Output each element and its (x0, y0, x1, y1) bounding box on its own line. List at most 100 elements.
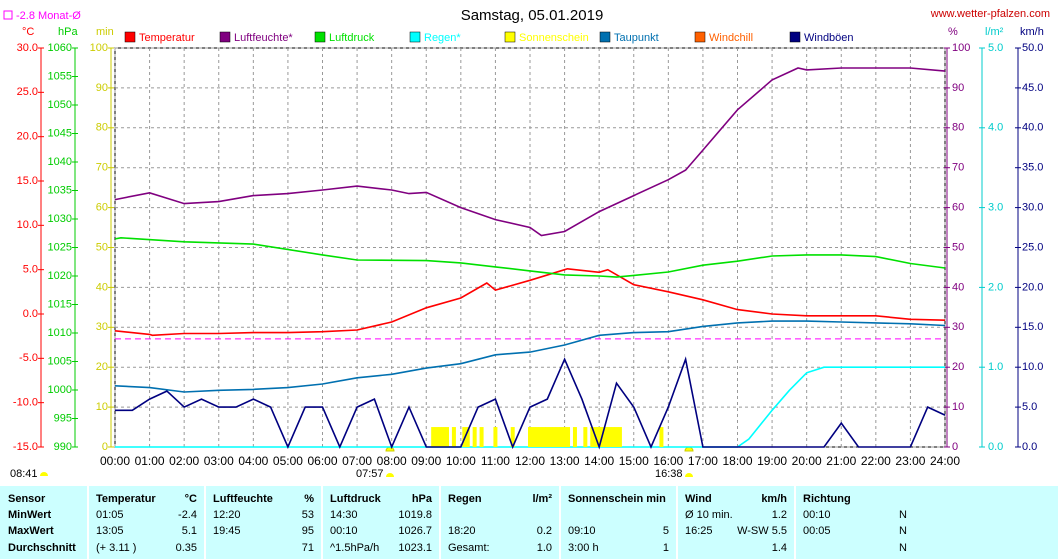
y-tick-label: 90 (952, 82, 964, 94)
sunshine-bar (431, 427, 436, 447)
axis-unit: l/m² (985, 26, 1004, 38)
y-tick-label: 35.0 (1022, 162, 1043, 174)
x-tick-label: 22:00 (861, 454, 891, 468)
y-tick-label: 0.0 (988, 441, 1003, 453)
y-tick-label: 60 (96, 202, 108, 214)
sunshine-bar (583, 427, 588, 447)
sunshine-bar (434, 427, 439, 447)
legend-label: Sonnenschein (519, 32, 589, 44)
table-cell: 00:10 (803, 509, 831, 521)
axis-unit: hPa (58, 26, 78, 38)
sunshine-bar (541, 427, 546, 447)
table-cell: N (899, 509, 907, 521)
table-cell: °C (185, 493, 197, 505)
y-tick-label: 1050 (48, 99, 72, 111)
legend-label: Temperatur (139, 32, 195, 44)
source-link[interactable]: www.wetter-pfalzen.com (930, 8, 1050, 20)
sunshine-bar (465, 427, 470, 447)
table-cell: % (304, 493, 314, 505)
table-cell: Richtung (803, 493, 851, 505)
chart-title: Samstag, 05.01.2019 (461, 7, 604, 24)
legend-swatch (219, 31, 231, 43)
y-tick-label: 0.0 (1022, 441, 1037, 453)
legend-label: Luftdruck (329, 32, 375, 44)
series-line (114, 67, 946, 237)
y-tick-label: 1020 (48, 270, 72, 282)
table-cell: 13:05 (96, 525, 124, 537)
y-tick-label: 1010 (48, 327, 72, 339)
y-tick-label: 0 (102, 441, 108, 453)
x-tick-label: 21:00 (826, 454, 856, 468)
legend-swatch (504, 31, 516, 43)
x-tick-label: 00:00 (100, 454, 130, 468)
x-tick-label: 09:00 (411, 454, 441, 468)
y-tick-label: 1060 (48, 42, 72, 54)
table-cell: 1026.7 (398, 525, 432, 537)
table-cell: 1.0 (537, 542, 552, 554)
table-cell: 1.2 (772, 509, 787, 521)
legend-label: Regen* (424, 32, 461, 44)
y-tick-label: 50 (952, 241, 964, 253)
x-tick-label: 12:00 (515, 454, 545, 468)
month-avg-label: Monat-Ø (38, 10, 81, 22)
sunshine-bar (659, 427, 664, 447)
y-tick-label: 30 (952, 321, 964, 333)
series-line (115, 356, 946, 450)
sunshine-bar (538, 427, 543, 447)
y-tick-label: 995 (54, 412, 72, 424)
sunshine-bar (528, 427, 532, 447)
legend-label: Windchill (709, 32, 753, 44)
axis-unit: min (96, 26, 114, 38)
table-background (0, 486, 1058, 559)
x-tick-label: 05:00 (273, 454, 303, 468)
sunshine-bar (552, 427, 557, 447)
legend-swatch (314, 31, 326, 43)
y-tick-label: 40.0 (1022, 122, 1043, 134)
sunshine-bar (559, 427, 564, 447)
table-cell: 14:30 (330, 509, 358, 521)
y-tick-label: 1045 (48, 127, 72, 139)
table-cell: (+ 3.11 ) (96, 542, 136, 554)
y-tick-label: 1005 (48, 355, 72, 367)
sunshine-bar (597, 427, 602, 447)
table-cell: ^1.5hPa/h (330, 542, 379, 554)
sunshine-bar (611, 427, 615, 447)
x-tick-label: 08:00 (377, 454, 407, 468)
table-cell: 1.4 (772, 542, 787, 554)
table-cell: 01:05 (96, 509, 124, 521)
table-cell: Temperatur (96, 493, 156, 505)
y-tick-label: 20 (952, 361, 964, 373)
sunshine-bar (617, 427, 622, 447)
y-tick-label: 4.0 (988, 122, 1003, 134)
y-tick-label: 1035 (48, 184, 72, 196)
x-tick-label: 10:00 (446, 454, 476, 468)
y-tick-label: 5.0 (23, 264, 38, 276)
sun-icon (685, 473, 693, 477)
x-tick-label: 03:00 (204, 454, 234, 468)
series-line (114, 267, 946, 337)
y-tick-label: 0.0 (23, 308, 38, 320)
y-tick-label: 10.0 (1022, 361, 1043, 373)
legend-label: Windböen (804, 32, 854, 44)
sun-icon (386, 473, 394, 477)
y-tick-label: -10.0 (13, 397, 38, 409)
sunshine-bar (493, 427, 498, 447)
y-tick-label: 25.0 (1022, 241, 1043, 253)
table-cell: MaxWert (8, 525, 54, 537)
table-cell: 3:00 h (568, 542, 599, 554)
y-tick-label: 30 (96, 321, 108, 333)
legend-swatch (409, 31, 421, 43)
y-tick-label: 40 (952, 281, 964, 293)
table-cell: 18:20 (448, 525, 476, 537)
table-cell: 1023.1 (398, 542, 432, 554)
sunshine-bar (572, 427, 577, 447)
table-cell: 16:25 (685, 525, 713, 537)
y-tick-label: 10 (96, 401, 108, 413)
table-cell: Sonnenschein min (568, 493, 666, 505)
month-avg-icon (3, 10, 13, 20)
table-cell: Ø 10 min. (685, 509, 733, 521)
y-tick-label: 30.0 (1022, 202, 1043, 214)
sunshine-bar (555, 427, 560, 447)
y-tick-label: 70 (96, 162, 108, 174)
y-tick-label: 20.0 (17, 131, 38, 143)
